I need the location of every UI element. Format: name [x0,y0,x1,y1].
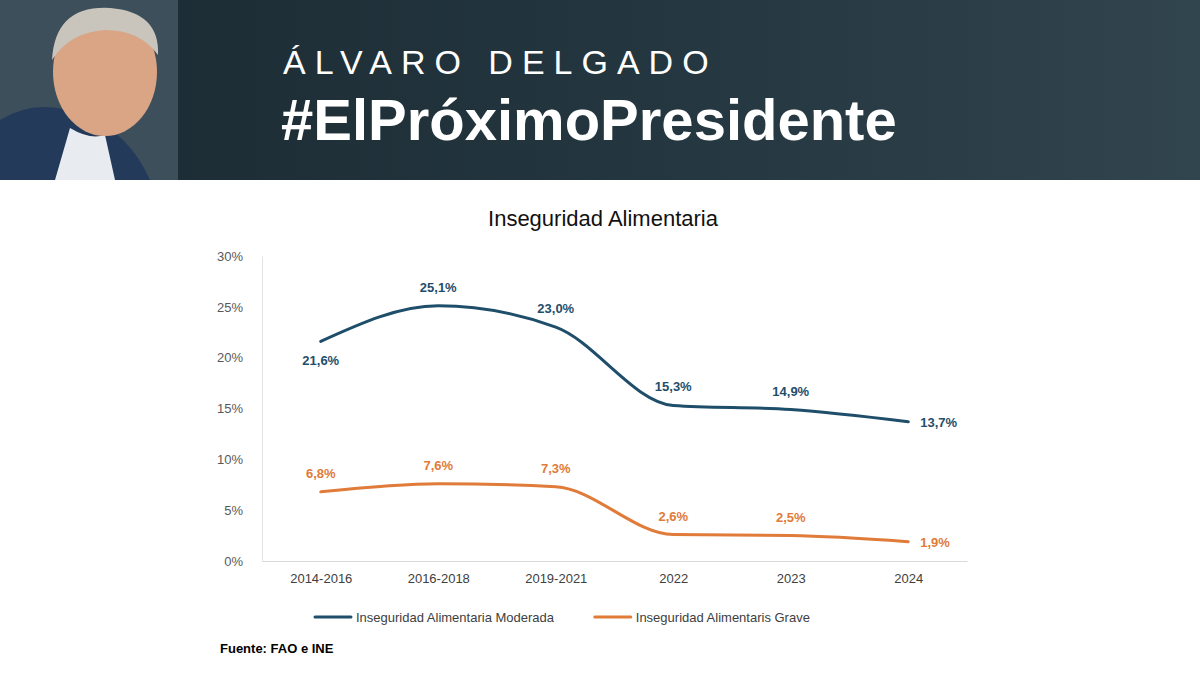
x-tick-label: 2023 [777,571,806,586]
x-tick: 2014-2016 [290,561,352,586]
legend-item: Inseguridad Alimentaris Grave [595,610,810,625]
portrait-bg [0,0,178,180]
y-tick: 20% [217,350,262,365]
x-tick-label: 2022 [659,571,688,586]
y-tick: 5% [224,503,262,518]
y-tick-label: 20% [217,350,243,365]
data-label: 2,5% [776,510,806,525]
legend-item: Inseguridad Alimentaria Moderada [315,610,555,625]
page: ÁLVARO DELGADO #ElPróximoPresidente Insegu… [0,0,1200,675]
data-labels: 21,6% 25,1% 23,0% 15,3% 14,9% 13,7% 6,8% 7,6% 7,… [302,280,957,550]
y-tick-label: 10% [217,452,243,467]
legend: Inseguridad Alimentaria Moderada Inseguri… [315,610,810,625]
data-label: 7,6% [423,458,453,473]
y-tick: 10% [217,452,262,467]
x-tick: 2019-2021 [525,561,587,586]
header-background [0,0,1200,180]
legend-swatch [315,616,351,619]
series-line [321,484,909,542]
y-tick: 0% [224,554,262,569]
data-label: 7,3% [541,461,571,476]
header-name: ÁLVARO DELGADO [283,43,718,81]
portrait-hair [52,8,158,60]
x-tick-label: 2024 [894,571,923,586]
header: ÁLVARO DELGADO #ElPróximoPresidente [0,0,1200,180]
legend-swatch [595,616,631,619]
data-label: 2,6% [658,509,688,524]
x-tick-label: 2016-2018 [408,571,470,586]
header-hashtag: #ElPróximoPresidente [281,87,897,152]
data-label: 1,9% [920,535,950,550]
y-tick-label: 15% [217,401,243,416]
series-line [321,306,909,422]
data-label: 15,3% [655,379,692,394]
legend-label: Inseguridad Alimentaris Grave [636,610,810,625]
x-tick: 2023 [777,561,806,586]
y-tick-label: 30% [217,249,243,264]
x-tick-label: 2014-2016 [290,571,352,586]
x-axis: 2014-2016 2016-2018 2019-2021 2022 2023 2024 [263,561,968,586]
data-label: 14,9% [772,384,809,399]
x-tick: 2022 [659,561,688,586]
y-tick-label: 25% [217,299,243,314]
data-label: 6,8% [306,466,336,481]
data-label: 23,0% [537,301,574,316]
y-tick: 30% [217,249,262,264]
x-axis-line [263,561,968,562]
source: Fuente: FAO e INE [220,641,334,656]
plot-marks [321,306,909,542]
y-tick-label: 0% [224,554,243,569]
portrait [0,0,178,180]
legend-label: Inseguridad Alimentaria Moderada [356,610,555,625]
data-label: 21,6% [302,353,339,368]
x-tick: 2024 [894,561,923,586]
chart-title: Inseguridad Alimentaria [488,206,719,231]
y-tick-label: 5% [224,503,243,518]
x-tick: 2016-2018 [408,561,470,586]
y-tick: 25% [217,299,262,314]
y-axis: 0% 5% 10% 15% 20% 25% 30% [217,249,263,569]
x-tick-label: 2019-2021 [525,571,587,586]
y-tick: 15% [217,401,262,416]
data-label: 25,1% [420,280,457,295]
data-label: 13,7% [920,415,957,430]
y-axis-line [262,257,263,562]
